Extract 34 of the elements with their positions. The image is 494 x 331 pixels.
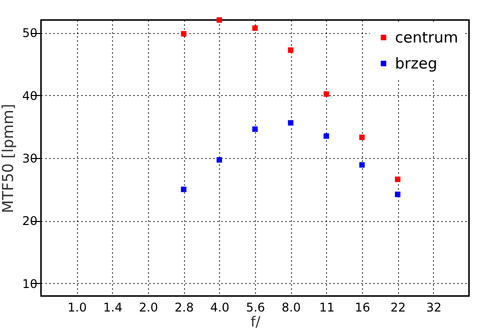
point [394, 192, 400, 198]
point [324, 91, 330, 97]
x-tick-label: 2.8 [174, 300, 194, 314]
point [324, 133, 330, 139]
point [216, 157, 222, 163]
y-tick-label: 30 [22, 152, 38, 166]
point [180, 31, 186, 37]
point [288, 120, 294, 126]
y-tick-label: 20 [22, 214, 38, 228]
legend-label: brzeg [395, 54, 438, 72]
point [252, 126, 258, 132]
x-tick-label: 16 [354, 300, 370, 314]
x-tick-label: 8.0 [282, 300, 301, 314]
x-tick-label: 5.6 [246, 300, 266, 314]
legend-label: centrum [395, 28, 458, 46]
y-tick-label: 40 [22, 88, 38, 103]
x-tick-label: 1.4 [103, 300, 122, 314]
x-axis-title: f/ [250, 314, 261, 330]
point [288, 47, 294, 53]
x-tick-label: 32 [426, 300, 442, 314]
point [359, 162, 365, 168]
x-tick-label: 4.0 [210, 300, 230, 314]
point [180, 186, 186, 192]
x-tick-label: 22 [390, 300, 406, 314]
point [216, 17, 222, 23]
point [252, 25, 258, 31]
x-tick-label: 1.0 [68, 300, 87, 314]
x-tick-label: 11 [319, 300, 334, 314]
point [359, 134, 365, 140]
y-axis-title: MTF50 [lpmm] [0, 104, 18, 214]
x-tick-label: 2.0 [138, 300, 158, 314]
y-tick-label: 10 [22, 276, 38, 291]
point [394, 176, 400, 182]
y-tick-label: 50 [22, 26, 38, 40]
